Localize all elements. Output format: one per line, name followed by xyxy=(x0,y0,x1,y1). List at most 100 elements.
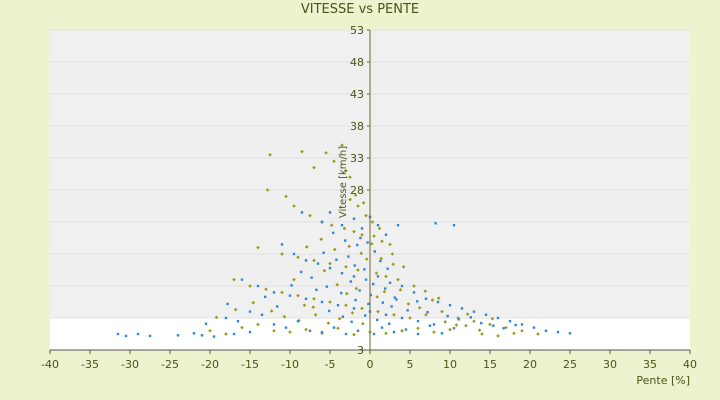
data-point xyxy=(502,327,505,330)
y-tick-labels: 3 28 33 38 43 48 53 xyxy=(350,24,370,357)
data-point xyxy=(311,305,315,309)
data-point xyxy=(251,300,255,305)
data-point xyxy=(248,310,252,313)
data-point xyxy=(366,241,369,244)
data-point xyxy=(380,239,384,243)
data-point xyxy=(496,316,500,320)
data-point xyxy=(328,261,332,266)
data-point xyxy=(316,262,320,265)
data-point xyxy=(376,318,379,322)
data-point xyxy=(452,224,456,227)
data-point xyxy=(353,264,356,267)
data-point xyxy=(426,311,429,314)
x-tick-label: 0 xyxy=(367,358,374,371)
data-point xyxy=(340,272,344,275)
data-point xyxy=(296,320,300,323)
data-point xyxy=(424,313,428,317)
data-point xyxy=(356,329,360,332)
data-point xyxy=(348,175,352,179)
data-point xyxy=(361,201,366,205)
data-point xyxy=(360,233,364,237)
data-point xyxy=(412,284,416,288)
data-point xyxy=(329,223,334,227)
data-point xyxy=(354,286,359,291)
data-point xyxy=(344,303,348,307)
data-point xyxy=(328,266,332,270)
data-point xyxy=(350,311,355,315)
x-axis-title: Pente [%] xyxy=(636,374,690,387)
data-point xyxy=(240,278,244,281)
data-point xyxy=(372,282,375,286)
data-point xyxy=(350,320,353,324)
data-point xyxy=(384,331,388,336)
data-point xyxy=(465,312,470,316)
y-tick-label: 48 xyxy=(350,56,364,69)
data-point xyxy=(367,302,370,306)
data-point xyxy=(264,287,268,291)
data-point xyxy=(325,285,328,288)
data-point xyxy=(388,242,392,247)
data-point xyxy=(256,245,260,250)
x-tick-label: -25 xyxy=(161,358,179,371)
data-point xyxy=(446,314,449,318)
data-point xyxy=(296,293,300,298)
data-point xyxy=(349,280,352,283)
data-point xyxy=(320,300,324,304)
data-point xyxy=(432,330,436,334)
data-point xyxy=(312,165,316,170)
data-point xyxy=(396,277,400,282)
data-point xyxy=(233,307,238,312)
data-point xyxy=(116,332,120,336)
data-point xyxy=(308,213,312,218)
data-point xyxy=(408,316,412,320)
data-point xyxy=(344,239,347,242)
data-point xyxy=(369,241,374,246)
data-point xyxy=(276,305,279,308)
data-point xyxy=(514,323,517,327)
data-point xyxy=(488,322,492,327)
data-point xyxy=(454,323,459,327)
data-point xyxy=(360,306,364,311)
data-point xyxy=(136,332,140,336)
data-point xyxy=(232,332,236,336)
data-point xyxy=(374,271,379,275)
x-tick-label: 10 xyxy=(443,358,457,371)
data-point xyxy=(388,281,392,284)
data-points xyxy=(116,143,572,338)
data-point xyxy=(484,313,488,316)
data-point xyxy=(384,287,387,290)
data-point xyxy=(424,297,428,300)
data-point xyxy=(292,277,296,282)
data-point xyxy=(369,293,372,297)
y-tick-label: 43 xyxy=(350,88,364,101)
data-point xyxy=(356,204,360,208)
data-point xyxy=(292,252,296,256)
data-point xyxy=(376,275,380,278)
data-point xyxy=(379,259,382,263)
x-tick-label: 20 xyxy=(523,358,537,371)
data-point xyxy=(428,324,432,327)
data-point xyxy=(457,318,460,321)
data-point xyxy=(460,307,464,310)
data-point xyxy=(256,322,260,327)
x-tick-label: -15 xyxy=(241,358,259,371)
data-point xyxy=(375,295,379,299)
data-point xyxy=(432,323,436,326)
data-point xyxy=(440,332,444,335)
data-point xyxy=(376,224,380,227)
data-point xyxy=(282,314,287,319)
y-tick-label: 3 xyxy=(357,344,364,357)
data-point xyxy=(496,334,500,338)
data-point xyxy=(443,320,447,324)
data-point xyxy=(392,313,396,317)
data-point xyxy=(376,309,380,314)
data-point xyxy=(388,322,391,325)
data-point xyxy=(520,323,524,326)
data-point xyxy=(296,255,300,259)
data-point xyxy=(416,332,420,336)
data-point xyxy=(386,267,389,270)
data-point xyxy=(336,304,340,307)
data-point xyxy=(384,274,388,279)
data-point xyxy=(532,326,536,329)
data-point xyxy=(333,247,337,252)
